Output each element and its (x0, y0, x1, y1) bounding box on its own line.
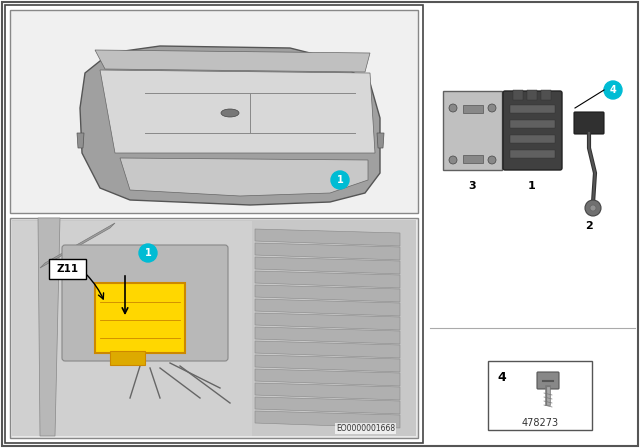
Circle shape (449, 156, 457, 164)
Text: 478273: 478273 (522, 418, 559, 428)
Text: 1: 1 (145, 248, 152, 258)
FancyBboxPatch shape (463, 155, 483, 163)
FancyBboxPatch shape (510, 120, 555, 128)
Circle shape (585, 200, 601, 216)
FancyBboxPatch shape (95, 283, 185, 353)
Polygon shape (255, 411, 400, 428)
Polygon shape (255, 243, 400, 260)
Polygon shape (255, 355, 400, 372)
FancyBboxPatch shape (513, 90, 523, 100)
Polygon shape (255, 299, 400, 316)
FancyBboxPatch shape (574, 112, 604, 134)
Polygon shape (377, 133, 384, 148)
Text: 1: 1 (337, 175, 344, 185)
Text: 4: 4 (498, 371, 506, 384)
FancyBboxPatch shape (12, 221, 252, 436)
Polygon shape (80, 46, 380, 205)
Polygon shape (255, 383, 400, 400)
Polygon shape (255, 285, 400, 302)
FancyBboxPatch shape (5, 5, 423, 443)
Circle shape (604, 81, 622, 99)
Text: EO0000001668: EO0000001668 (336, 424, 395, 433)
FancyBboxPatch shape (488, 361, 592, 430)
FancyBboxPatch shape (10, 10, 418, 213)
FancyBboxPatch shape (541, 90, 551, 100)
FancyBboxPatch shape (463, 105, 483, 113)
FancyBboxPatch shape (510, 150, 555, 158)
Polygon shape (255, 327, 400, 344)
Polygon shape (38, 218, 60, 436)
Polygon shape (255, 369, 400, 386)
Circle shape (488, 104, 496, 112)
Polygon shape (255, 341, 400, 358)
FancyBboxPatch shape (10, 218, 418, 438)
FancyBboxPatch shape (443, 91, 502, 170)
FancyBboxPatch shape (49, 259, 86, 279)
Polygon shape (255, 257, 400, 274)
Ellipse shape (221, 109, 239, 117)
FancyBboxPatch shape (110, 351, 145, 365)
FancyBboxPatch shape (12, 220, 416, 436)
Text: 4: 4 (610, 85, 616, 95)
Circle shape (488, 156, 496, 164)
Text: Z11: Z11 (56, 264, 79, 274)
FancyBboxPatch shape (510, 135, 555, 143)
FancyBboxPatch shape (503, 91, 562, 170)
Polygon shape (255, 229, 400, 246)
FancyBboxPatch shape (527, 90, 537, 100)
FancyBboxPatch shape (62, 245, 228, 361)
Circle shape (139, 244, 157, 262)
Polygon shape (40, 223, 115, 268)
Polygon shape (255, 397, 400, 414)
Polygon shape (95, 50, 370, 72)
Polygon shape (255, 313, 400, 330)
Circle shape (590, 205, 596, 211)
Polygon shape (77, 133, 84, 148)
Polygon shape (100, 70, 375, 153)
Text: 1: 1 (528, 181, 536, 191)
Polygon shape (120, 158, 368, 196)
Polygon shape (255, 271, 400, 288)
Text: 3: 3 (468, 181, 476, 191)
FancyBboxPatch shape (510, 105, 555, 113)
Circle shape (449, 104, 457, 112)
Circle shape (331, 171, 349, 189)
Text: 2: 2 (585, 221, 593, 231)
FancyBboxPatch shape (537, 372, 559, 389)
